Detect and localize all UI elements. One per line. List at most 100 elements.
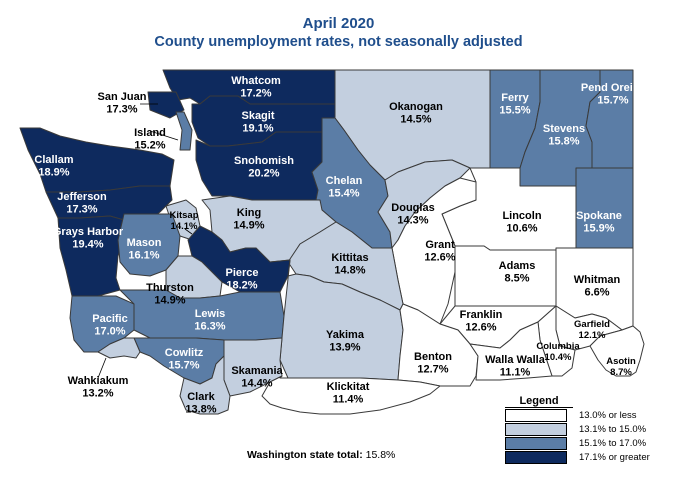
county-label-clallam: Clallam 18.9% <box>34 154 73 179</box>
legend-label: 17.1% or greater <box>579 452 650 463</box>
county-label-thurston: Thurston 14.9% <box>146 282 194 307</box>
county-rate: 15.9% <box>583 223 614 235</box>
county-rate: 16.1% <box>128 250 159 262</box>
county-asotin <box>589 325 645 377</box>
county-name: Pend Oreille <box>581 82 645 94</box>
county-label-columbia: Columbia 10.4% <box>536 341 580 363</box>
county-name: Lewis <box>195 308 226 320</box>
county-label-okanogan: Okanogan 14.5% <box>389 101 443 126</box>
county-label-pacific: Pacific 17.0% <box>92 313 127 338</box>
leader-line <box>184 228 193 235</box>
county-label-yakima: Yakima 13.9% <box>326 329 365 354</box>
county-label-klickitat: Klickitat 11.4% <box>327 381 370 406</box>
county-name: Skagit <box>241 110 274 122</box>
county-rate: 17.2% <box>240 88 271 100</box>
map-title-block: April 2020 County unemployment rates, no… <box>0 14 677 52</box>
county-rate: 15.7% <box>168 360 199 372</box>
county-wahkiakum <box>97 337 141 359</box>
legend-label: 15.1% to 17.0% <box>579 438 647 449</box>
county-island <box>175 111 193 151</box>
county-label-asotin: Asotin 8.7% <box>606 356 636 378</box>
legend-item: 15.1% to 17.0% <box>505 437 670 452</box>
legend-swatch <box>505 451 567 464</box>
county-clark <box>179 355 231 415</box>
county-name: San Juan <box>98 91 147 103</box>
state-total: Washington state total: 15.8% <box>247 449 395 461</box>
county-name: Thurston <box>146 282 194 294</box>
county-rate: 15.4% <box>328 188 359 200</box>
legend-label: 13.1% to 15.0% <box>579 424 647 435</box>
county-rate: 14.5% <box>400 114 431 126</box>
county-rate: 17.3% <box>106 104 137 116</box>
county-name: Franklin <box>460 309 503 321</box>
county-label-chelan: Chelan 15.4% <box>326 175 363 200</box>
county-label-whatcom: Whatcom 17.2% <box>231 75 281 100</box>
county-name: Walla Walla <box>485 354 546 366</box>
state-total-value: 15.8% <box>365 449 396 461</box>
county-rate: 15.7% <box>597 95 628 107</box>
county-label-lincoln: Lincoln 10.6% <box>502 210 541 235</box>
legend: Legend 13.0% or less 13.1% to 15.0% 15.1… <box>502 395 667 465</box>
county-rate: 17.3% <box>66 204 97 216</box>
county-name: Columbia <box>536 341 580 352</box>
county-grays-harbor <box>57 215 125 297</box>
county-rate: 18.2% <box>226 280 257 292</box>
county-label-grant: Grant 12.6% <box>424 239 455 264</box>
county-label-clark: Clark 13.8% <box>185 391 216 416</box>
county-name: Asotin <box>606 356 636 367</box>
county-name: Skamania <box>231 365 283 377</box>
county-name: Benton <box>414 351 452 363</box>
county-shapes <box>19 69 645 415</box>
county-label-island: Island 15.2% <box>134 127 166 152</box>
county-rate: 13.2% <box>82 388 113 400</box>
county-name: Lincoln <box>502 210 541 222</box>
county-name: Cowlitz <box>165 347 204 359</box>
county-name: Spokane <box>576 210 622 222</box>
county-rate: 14.3% <box>397 215 428 227</box>
county-rate: 20.2% <box>248 168 279 180</box>
county-rate: 10.4% <box>545 352 572 363</box>
county-rate: 12.6% <box>465 322 496 334</box>
county-label-mason: Mason 16.1% <box>127 237 162 262</box>
county-mason <box>117 213 181 277</box>
map-subtitle: County unemployment rates, not seasonall… <box>154 34 523 50</box>
legend-item: 13.1% to 15.0% <box>505 423 670 438</box>
county-label-kitsap: Kitsap 14.1% <box>169 210 198 232</box>
county-label-pierce: Pierce 18.2% <box>225 267 258 292</box>
county-name: Whitman <box>574 274 621 286</box>
leader-line <box>149 130 179 141</box>
county-rate: 12.1% <box>579 330 606 341</box>
county-label-skamania: Skamania 14.4% <box>231 365 283 390</box>
county-rate: 19.4% <box>72 239 103 251</box>
county-rate: 8.7% <box>610 367 632 378</box>
county-rate: 14.9% <box>233 220 264 232</box>
county-rate: 12.7% <box>417 364 448 376</box>
county-rate: 15.5% <box>499 105 530 117</box>
county-name: King <box>237 207 261 219</box>
legend-label: 13.0% or less <box>579 410 637 421</box>
county-name: Chelan <box>326 175 363 187</box>
county-label-king: King 14.9% <box>233 207 264 232</box>
county-rate: 19.1% <box>242 123 273 135</box>
county-name: Mason <box>127 237 162 249</box>
county-label-snohomish: Snohomish 20.2% <box>234 155 294 180</box>
county-rate: 14.8% <box>334 265 365 277</box>
county-name: Kittitas <box>331 252 368 264</box>
county-rate: 14.4% <box>241 378 272 390</box>
county-name: Klickitat <box>327 381 370 393</box>
county-label-adams: Adams 8.5% <box>499 260 536 285</box>
county-rate: 18.9% <box>38 167 69 179</box>
county-name: Yakima <box>326 329 365 341</box>
county-name: Snohomish <box>234 155 294 167</box>
county-rate: 6.6% <box>584 287 609 299</box>
legend-swatch <box>505 409 567 422</box>
legend-title: Legend <box>505 395 573 408</box>
county-label-skagit: Skagit 19.1% <box>241 110 274 135</box>
county-klickitat <box>261 375 441 415</box>
label-leader-lines <box>97 103 193 379</box>
county-clallam <box>19 127 175 193</box>
county-name: Clallam <box>34 154 73 166</box>
county-label-kittitas: Kittitas 14.8% <box>331 252 368 277</box>
map-title: April 2020 <box>302 15 375 32</box>
